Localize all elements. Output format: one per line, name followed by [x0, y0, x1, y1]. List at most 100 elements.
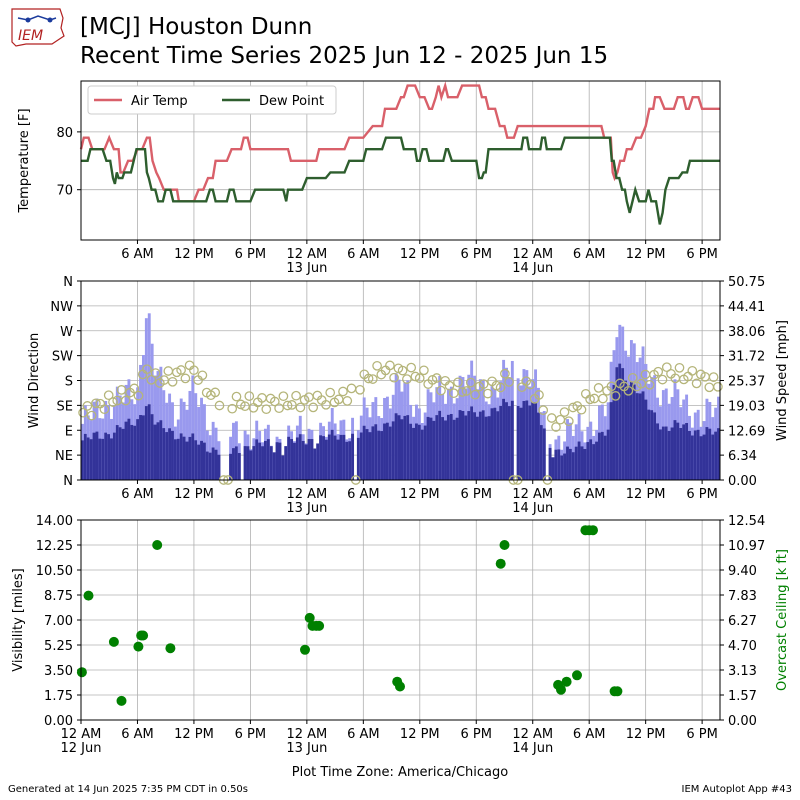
wind-speed-bar	[98, 438, 102, 480]
wind-direction-marker	[176, 365, 186, 375]
wind-direction-marker	[534, 390, 544, 400]
wind-speed-bar	[606, 429, 610, 480]
wind-speed-bar	[537, 412, 540, 480]
wind-speed-bar	[365, 429, 369, 480]
wind-direction-marker	[419, 365, 429, 376]
wind-direction-marker	[627, 372, 638, 383]
wind-speed-bar	[133, 425, 137, 480]
wind-speed-bar	[650, 410, 654, 480]
wind-speed-bar	[307, 439, 311, 480]
wind-speed-bar	[574, 446, 578, 480]
wind-speed-bar	[194, 440, 198, 480]
vis-xtick-label: 6 PM	[235, 727, 266, 742]
wind-speed-bar	[394, 413, 398, 480]
wind-speed-bar	[147, 404, 151, 480]
wind-speed-bar	[205, 451, 209, 480]
wind-speed-bar	[234, 446, 238, 480]
wind-dir-ytick-label: N	[63, 474, 73, 489]
wind-direction-marker	[410, 371, 421, 382]
wind-speed-bar	[476, 416, 479, 480]
temp-xtick-label: 6 PM	[461, 247, 492, 262]
wind-speed-bar	[287, 436, 291, 480]
wind-speed-bar	[336, 439, 340, 480]
wind-speed-bar	[168, 428, 172, 480]
wind-speed-bar	[278, 442, 282, 480]
dew-point-line	[81, 136, 720, 225]
wind-direction-marker	[414, 373, 425, 384]
wind-speed-ytick-label: 6.34	[728, 449, 757, 464]
wind-direction-marker	[482, 388, 493, 399]
wind-speed-bar	[139, 415, 142, 480]
wind-speed-bar	[275, 442, 279, 480]
wind-speed-bar	[359, 432, 363, 480]
wind-direction-marker	[559, 407, 570, 417]
wind-speed-bar	[711, 434, 715, 480]
wind-speed-bar	[377, 430, 381, 480]
wind-dir-ytick-label: S	[65, 375, 73, 390]
wind-direction-marker	[346, 383, 357, 394]
wind-speed-bar	[191, 433, 195, 480]
wind-xtick-label: 12 AM	[512, 487, 553, 502]
wind-direction-marker	[120, 395, 131, 406]
ceiling-ytick-label: 9.40	[728, 564, 757, 579]
wind-speed-bar	[261, 446, 264, 480]
chart-subtitle: Recent Time Series 2025 Jun 12 - 2025 Ju…	[80, 43, 609, 69]
wind-speed-bar	[142, 415, 145, 480]
wind-speed-bar	[696, 429, 700, 480]
vis-ylabel: Visibility [miles]	[11, 568, 26, 671]
wind-direction-marker	[150, 368, 161, 378]
vis-xtick-label: 12 AM	[286, 727, 327, 742]
wind-direction-marker	[91, 398, 101, 409]
wind-speed-ytick-label: 19.03	[728, 399, 765, 414]
footer-app: IEM Autoplot App #43	[681, 784, 792, 795]
wind-speed-bar	[92, 432, 96, 480]
wind-speed-bar	[534, 402, 538, 480]
wind-speed-bar	[519, 407, 523, 480]
ceiling-ytick-label: 4.70	[728, 639, 757, 654]
wind-xtick-label: 12 PM	[400, 487, 440, 502]
wind-direction-marker	[282, 400, 293, 411]
wind-direction-marker	[116, 385, 127, 395]
wind-speed-bar	[516, 406, 520, 480]
wind-speed-bar	[600, 431, 604, 480]
wind-speed-bar	[583, 448, 587, 480]
wind-direction-marker	[129, 383, 140, 394]
wind-speed-bar	[200, 440, 203, 480]
ceiling-point	[133, 641, 144, 652]
ceiling-point	[495, 558, 506, 569]
wind-dir-ytick-label: E	[65, 424, 73, 439]
wind-speed-bar	[249, 450, 253, 480]
wind-speed-bar	[150, 414, 154, 480]
wind-speed-bar	[246, 446, 250, 480]
wind-speed-bar	[406, 415, 410, 480]
wind-speed-bar	[412, 427, 416, 480]
vis-ytick-label: 7.00	[44, 614, 73, 629]
wind-speed-bar	[612, 384, 616, 480]
wind-gust-bar	[147, 313, 151, 480]
wind-speed-ytick-label: 44.41	[728, 300, 765, 315]
ceiling-point	[138, 630, 149, 641]
wind-speed-bar	[656, 423, 659, 480]
wind-direction-marker	[291, 390, 301, 401]
wind-speed-bar	[624, 380, 628, 480]
wind-speed-ytick-label: 25.37	[728, 375, 765, 390]
wind-speed-bar	[627, 385, 630, 480]
wind-direction-marker	[108, 397, 118, 407]
wind-speed-bar	[705, 427, 709, 480]
wind-speed-bar	[356, 437, 360, 480]
wind-xtick-label: 12 PM	[626, 487, 666, 502]
wind-speed-bar	[478, 411, 482, 480]
wind-speed-bar	[281, 455, 285, 480]
wind-direction-marker	[342, 396, 353, 406]
wind-direction-marker	[478, 379, 489, 389]
wind-direction-marker	[325, 387, 336, 398]
ceiling-ylabel: Overcast Ceiling [k ft]	[775, 549, 790, 691]
wind-speed-bar	[487, 416, 491, 480]
temp-xtick-label: 6 AM	[573, 247, 606, 262]
wind-speed-bar	[371, 426, 375, 480]
wind-speed-bar	[153, 424, 157, 480]
wind-speed-bar	[490, 408, 494, 480]
wind-speed-ytick-label: 31.72	[728, 350, 765, 365]
ceiling-ytick-label: 3.13	[728, 664, 757, 679]
wind-direction-marker	[355, 384, 365, 395]
